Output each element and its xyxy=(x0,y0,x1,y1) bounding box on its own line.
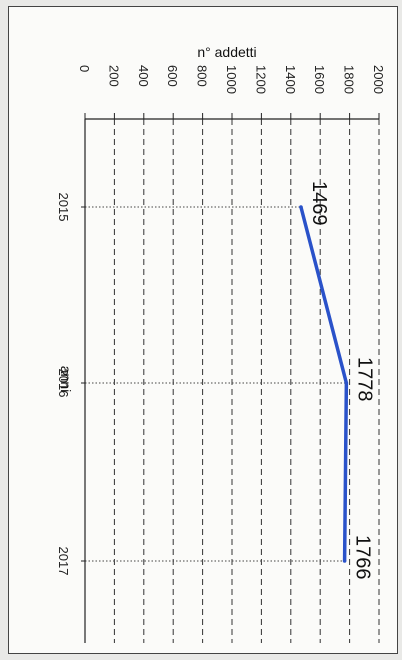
y-tick-label-1400: 1400 xyxy=(283,65,298,94)
y-axis-title: n° addetti xyxy=(197,44,256,60)
y-tick-label-200: 200 xyxy=(106,65,121,87)
data-point-2015 xyxy=(299,205,303,209)
gridlines xyxy=(85,119,380,643)
x-tick-label-2017: 2017 xyxy=(56,547,71,576)
data-point-2016 xyxy=(344,381,349,385)
y-tick-label-800: 800 xyxy=(195,65,210,87)
x-tick-label-2015: 2015 xyxy=(56,193,71,222)
axes xyxy=(81,113,380,643)
data-label-2017: 1766 xyxy=(352,535,374,580)
y-tick-label-0: 0 xyxy=(77,65,92,72)
scanned-page: 0 200 400 600 800 1000 1200 1400 1600 1800 2000 20… xyxy=(8,6,398,654)
y-tick-label-600: 600 xyxy=(165,65,180,87)
data-point-2017 xyxy=(342,559,347,563)
x-axis-title: anni xyxy=(58,366,74,392)
series xyxy=(299,205,349,563)
data-labels: 1469 1778 1766 xyxy=(308,181,375,580)
data-label-2015: 1469 xyxy=(308,181,330,226)
y-tick-label-2000: 2000 xyxy=(371,65,386,94)
y-tick-label-400: 400 xyxy=(136,65,151,87)
x-tick-labels: 2015 2016 2017 xyxy=(56,193,71,576)
y-tick-label-1800: 1800 xyxy=(342,65,357,94)
y-tick-label-1000: 1000 xyxy=(224,65,239,94)
x-tick-label-2016: 2016 xyxy=(56,369,71,398)
y-tick-labels: 0 200 400 600 800 1000 1200 1400 1600 1800 2000 xyxy=(77,65,386,94)
series-line xyxy=(299,206,349,562)
y-tick-label-1600: 1600 xyxy=(312,65,327,94)
data-label-2016: 1778 xyxy=(353,357,375,402)
y-tick-label-1200: 1200 xyxy=(253,65,268,94)
line-chart: 0 200 400 600 800 1000 1200 1400 1600 1800 2000 20… xyxy=(56,44,386,643)
